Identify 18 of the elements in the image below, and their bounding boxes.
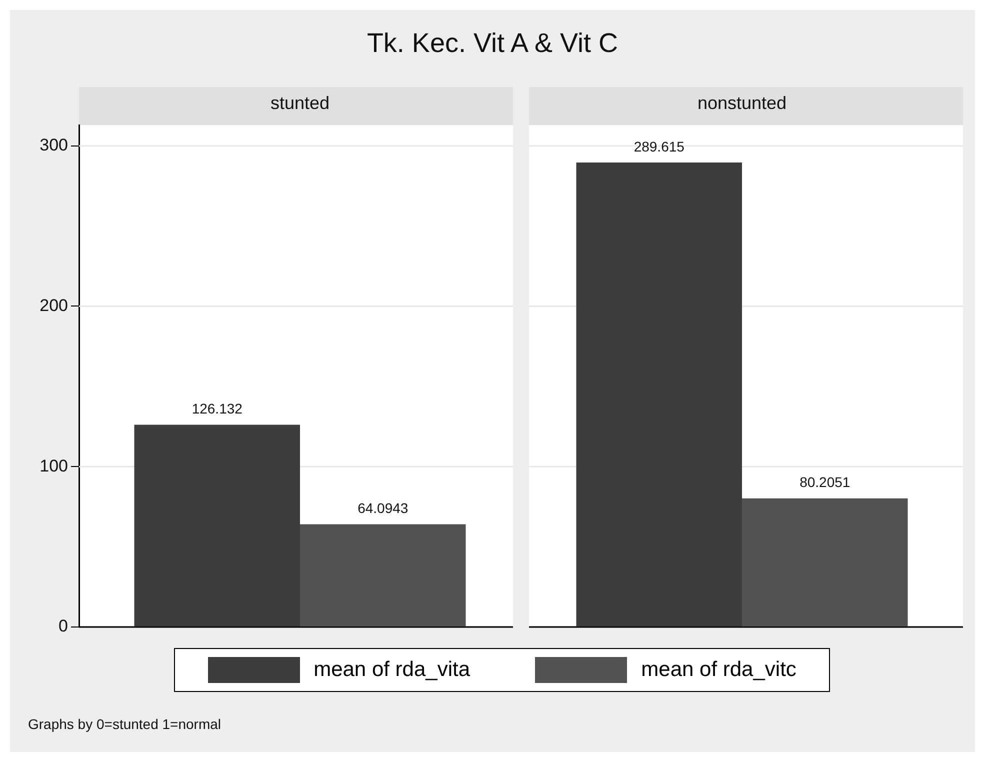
bar: [742, 498, 908, 626]
data-label: 64.0943: [358, 500, 408, 516]
x-tick-label: stunted: [270, 93, 330, 114]
y-tick-label: 300: [40, 136, 68, 155]
x-tick-label: nonstunted: [697, 93, 787, 114]
legend-label: mean of rda_vitc: [641, 658, 796, 682]
text: Graphs by 0=stunted 1=normal: [28, 716, 222, 732]
data-label: 126.132: [192, 400, 243, 417]
data-label: 289.615: [634, 138, 685, 154]
legend-label: mean of rda_vita: [314, 658, 470, 682]
chart-title: Tk. Kec. Vit A & Vit C: [366, 28, 620, 59]
bar: [576, 162, 742, 626]
bar: [134, 424, 300, 626]
y-tick-label: 100: [40, 456, 68, 476]
bar: [300, 524, 466, 626]
y-tick-label: 0: [58, 616, 68, 636]
y-tick-label: 200: [40, 296, 68, 315]
data-label: 80.2051: [800, 474, 850, 490]
